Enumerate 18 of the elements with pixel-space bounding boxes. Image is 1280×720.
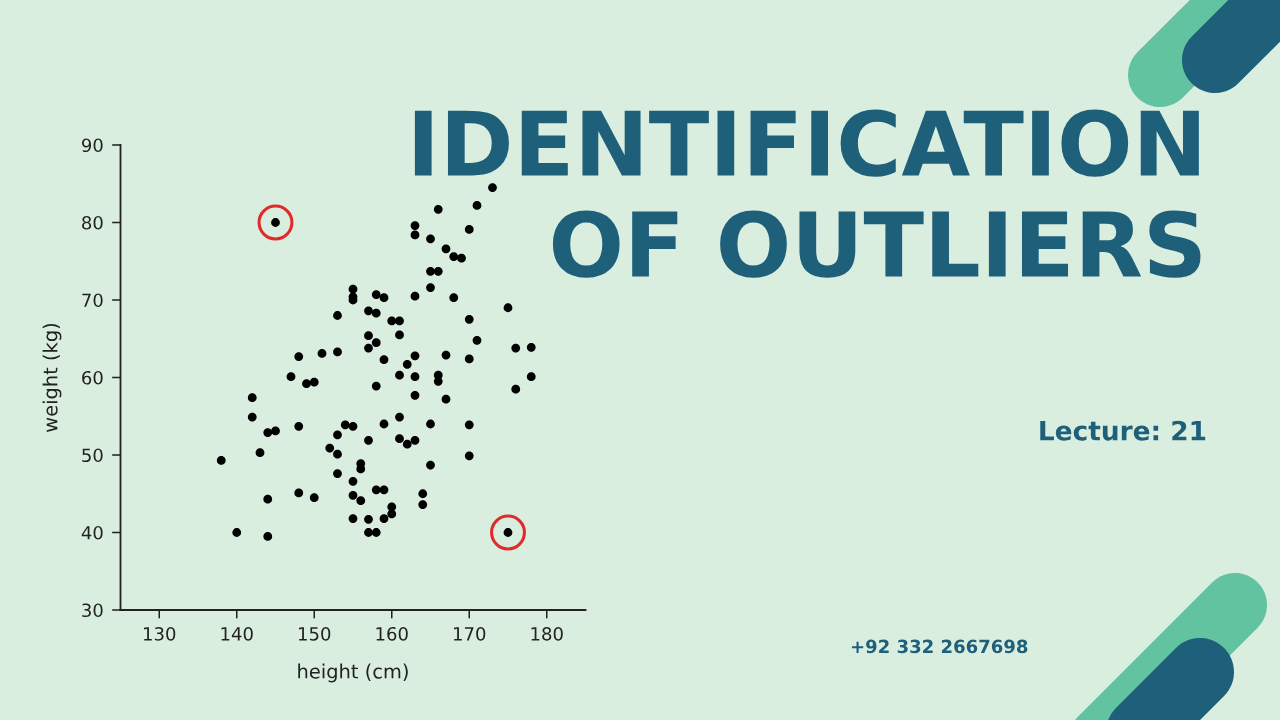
y-tick-label: 40 xyxy=(81,525,103,540)
y-tick-label: 60 xyxy=(82,370,103,385)
y-tick-label: 80 xyxy=(82,215,103,230)
y-axis-title: weight (kg) xyxy=(42,323,62,432)
y-tick-label: 30 xyxy=(82,603,103,618)
y-tick-label: 70 xyxy=(82,293,103,308)
x-tick-label: 180 xyxy=(531,626,563,641)
x-tick-label: 150 xyxy=(299,626,331,641)
y-tick-label: 50 xyxy=(82,448,103,463)
x-tick-label: 140 xyxy=(221,626,253,641)
x-tick-label: 170 xyxy=(454,626,486,641)
x-tick-label: 130 xyxy=(144,626,176,641)
text: +92 332 2667698 xyxy=(851,639,1028,654)
text: IDENTIFICATION OF OUTLIERS xyxy=(414,109,1201,278)
x-axis-title: height (cm) xyxy=(298,663,408,683)
x-tick-label: 160 xyxy=(376,626,408,641)
text: Lecture: 21 xyxy=(1040,420,1206,441)
y-tick-label: 90 xyxy=(81,138,103,153)
